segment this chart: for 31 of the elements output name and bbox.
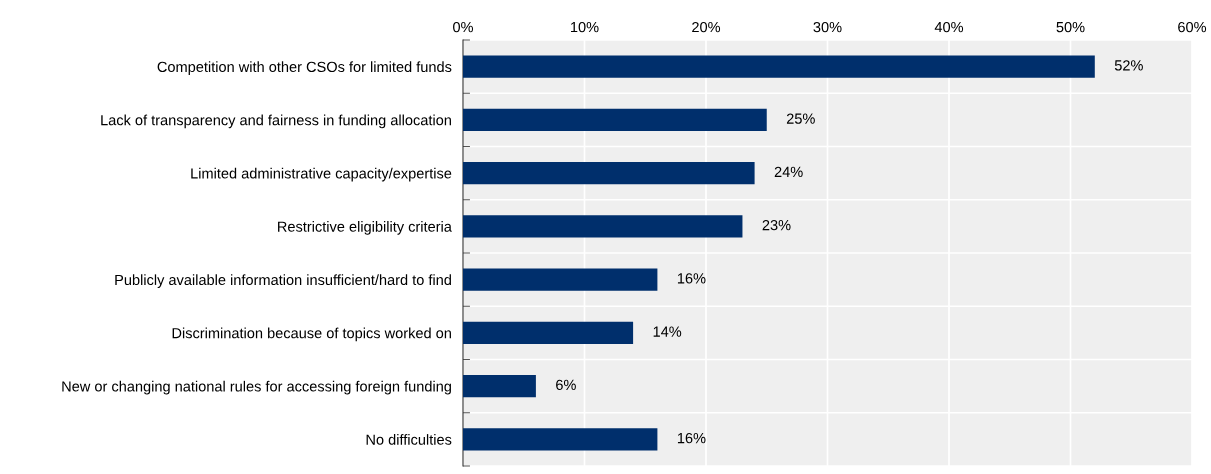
y-tick-label: Restrictive eligibility criteria [278, 221, 452, 235]
x-tick-label: 20% [692, 21, 721, 33]
data-label: 14% [653, 326, 682, 337]
x-tick-label: 0% [453, 21, 474, 33]
x-tick-label: 10% [571, 21, 599, 33]
data-label: 23% [762, 219, 791, 231]
bar [463, 321, 634, 345]
x-tick-label: 50% [1056, 21, 1085, 33]
x-tick-label: 30% [813, 21, 842, 33]
y-tick-label: Competition with other CSOs for limited funds [157, 61, 452, 75]
bar [463, 215, 743, 238]
bar [463, 161, 755, 185]
data-label: 16% [677, 273, 706, 284]
data-label: 52% [1114, 60, 1143, 71]
data-label: 16% [677, 432, 706, 444]
data-label: 24% [774, 166, 803, 177]
y-tick-label: Lack of transparency and fairness in funding allocation [101, 114, 451, 129]
y-tick-label: Discrimination because of topics worked on [172, 327, 451, 342]
bar [463, 428, 658, 451]
y-tick-label: No difficulties [366, 434, 452, 445]
data-label: 6% [556, 379, 576, 391]
bar [463, 55, 1095, 78]
x-tick-label: 60% [1178, 21, 1207, 33]
y-tick-label: Limited administrative capacity/expertise [191, 167, 452, 182]
y-tick-label: Publicly available information insufficient/hard to find [115, 274, 451, 288]
data-label: 25% [786, 113, 815, 124]
y-tick-label: New or changing national rules for accessing foreign funding [62, 380, 451, 395]
bar [463, 108, 767, 132]
bar [463, 374, 536, 398]
bar [463, 268, 658, 291]
x-tick-label: 40% [934, 21, 964, 33]
